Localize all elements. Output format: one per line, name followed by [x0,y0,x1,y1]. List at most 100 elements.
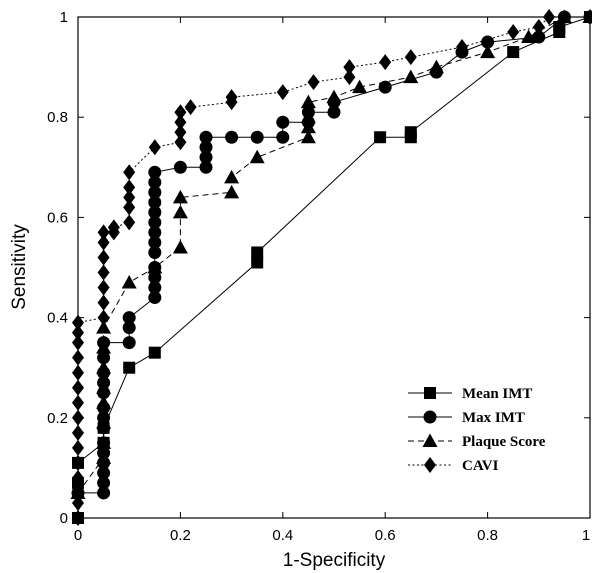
data-point [300,109,316,124]
legend-label: Plaque Score [462,434,546,450]
data-point [97,279,110,296]
data-point [72,334,84,351]
x-tick-label: 0.6 [375,527,396,544]
data-point [428,59,444,74]
data-point [72,314,84,331]
data-point [123,179,136,196]
y-tick-label: 0 [60,510,68,527]
y-axis-title: Sensitivity [9,224,30,310]
data-point [172,189,188,204]
legend-marker [424,457,436,473]
data-point [121,275,137,289]
data-point [72,349,84,366]
data-point [123,189,136,206]
data-point [96,380,112,394]
data-point [148,225,162,239]
data-point [307,74,320,91]
data-point [72,439,84,456]
data-point [327,105,341,119]
data-point [224,169,240,184]
data-point [481,35,495,49]
data-point [72,510,84,526]
data-point [326,89,342,104]
data-point [224,184,240,199]
data-point [72,409,84,426]
data-point [97,466,111,480]
legend-label: CAVI [462,458,499,474]
data-point [72,324,84,341]
data-point [123,214,136,231]
data-point [148,245,162,259]
data-point [148,281,162,295]
data-point [72,484,84,501]
legend-marker [424,387,436,399]
data-point [225,130,239,144]
data-point [96,435,112,449]
data-point [172,204,188,219]
data-point [72,424,84,441]
data-point [174,124,187,141]
y-tick-label: 0.6 [47,209,68,226]
x-tick-label: 0.8 [477,527,498,544]
data-point [251,246,264,259]
data-point [174,134,187,151]
legend-marker [423,410,437,424]
data-point [276,84,289,101]
data-point [584,9,592,25]
data-point [148,235,162,249]
data-point [97,264,110,281]
data-point [404,126,417,139]
data-point [97,234,110,251]
data-point [543,9,556,25]
plot-frame [77,16,591,519]
data-point [123,361,136,374]
data-point [173,160,187,174]
data-point [96,450,112,464]
data-point [148,271,162,285]
data-point [148,165,162,179]
data-point [97,476,111,490]
series-plaque-score [70,9,592,499]
data-point [343,59,356,76]
legend: Mean IMT Max IMT Plaque Score CAVI [402,378,582,498]
data-point [199,140,213,154]
data-point [72,454,84,471]
data-point [122,336,136,350]
data-point [97,309,110,326]
data-point [96,340,112,354]
data-point [249,149,265,164]
data-point [148,205,162,219]
series-cavi [72,9,592,526]
data-point [148,215,162,229]
data-point [199,130,213,144]
data-point [72,469,84,486]
data-point [96,395,112,409]
data-point [404,49,417,66]
data-point [72,364,84,381]
y-tick-label: 1 [60,9,68,26]
x-tick-label: 0.4 [272,527,293,544]
legend-items: Mean IMT Max IMT Plaque Score CAVI [408,386,546,474]
data-point [199,150,213,164]
data-point [96,320,112,334]
legend-label: Mean IMT [462,386,532,402]
data-point [72,379,84,396]
data-point [556,9,572,23]
data-point [148,139,161,156]
data-point [97,486,111,500]
series-layer [70,9,592,526]
data-point [97,294,110,311]
data-point [553,21,566,34]
data-point [148,291,162,305]
legend-label: Max IMT [462,410,525,426]
legend-marker [422,433,438,447]
data-point [456,39,468,56]
data-point [300,129,316,144]
data-point [507,24,520,41]
data-point [379,54,392,71]
data-point [507,46,520,59]
data-point [72,494,84,511]
y-tick-label: 0.4 [47,310,68,327]
data-point [300,119,316,134]
